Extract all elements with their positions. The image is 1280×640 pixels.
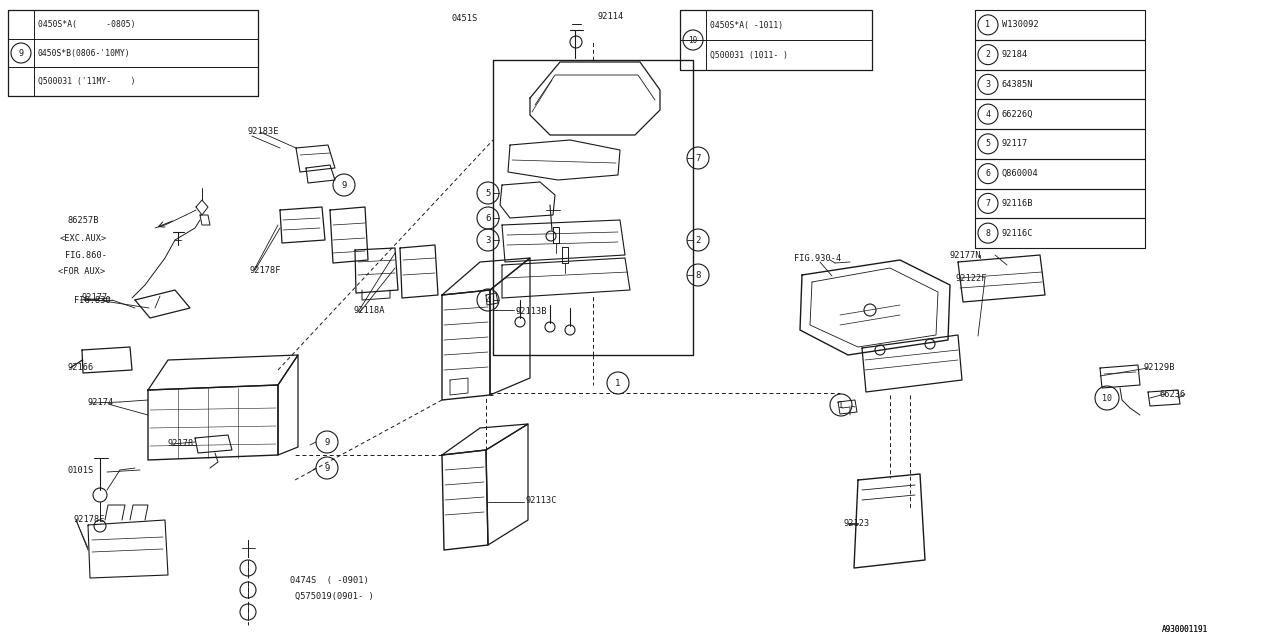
Text: 9: 9 [324,463,330,472]
Text: 92114: 92114 [596,12,623,20]
Text: 92178E: 92178E [74,515,105,524]
Text: 0450S*A(      -0805): 0450S*A( -0805) [38,20,136,29]
Text: 6: 6 [485,214,490,223]
Text: 92118A: 92118A [353,305,384,314]
Text: 1: 1 [616,378,621,387]
Text: 66236: 66236 [1160,390,1187,399]
Text: FIG.860-: FIG.860- [65,250,108,259]
Text: 66226Q: 66226Q [1002,109,1033,118]
Text: 0451S: 0451S [452,13,479,22]
Text: 9: 9 [324,438,330,447]
Text: Q575019(0901- ): Q575019(0901- ) [294,591,374,600]
Text: 3: 3 [986,80,991,89]
Text: Q500031 ('11MY-    ): Q500031 ('11MY- ) [38,77,136,86]
Text: 86257B: 86257B [68,216,100,225]
Text: A930001191: A930001191 [1162,625,1208,634]
Text: 92184: 92184 [1002,50,1028,59]
Text: 92123: 92123 [844,518,870,527]
Text: 9: 9 [18,49,23,58]
Text: 92113B: 92113B [515,307,547,316]
Text: 7: 7 [695,154,700,163]
Text: 2: 2 [695,236,700,244]
Text: 1: 1 [986,20,991,29]
Text: 92178F: 92178F [250,266,282,275]
Text: 92129B: 92129B [1143,362,1175,371]
Text: 7: 7 [986,199,991,208]
Text: FIG.830: FIG.830 [74,296,111,305]
Text: Q500031 (1011- ): Q500031 (1011- ) [710,51,788,60]
Text: <EXC.AUX>: <EXC.AUX> [60,234,108,243]
Text: W130092: W130092 [1002,20,1039,29]
Text: 2: 2 [986,50,991,59]
Text: 10: 10 [1102,394,1112,403]
Text: 9: 9 [342,180,347,189]
Text: 3: 3 [485,236,490,244]
Text: 10: 10 [689,35,698,45]
Text: FIG.930-4: FIG.930-4 [794,253,841,262]
Text: 92116B: 92116B [1002,199,1033,208]
Text: 4: 4 [485,296,490,305]
Text: 0450S*B(0806-'10MY): 0450S*B(0806-'10MY) [38,49,131,58]
Text: 5: 5 [485,189,490,198]
Text: 4: 4 [986,109,991,118]
Text: 92116C: 92116C [1002,228,1033,237]
Text: 92183E: 92183E [248,127,279,136]
Text: 8: 8 [986,228,991,237]
Text: A930001191: A930001191 [1162,625,1208,634]
Text: 92117: 92117 [1002,140,1028,148]
Text: Q860004: Q860004 [1002,169,1039,178]
Text: 92113C: 92113C [525,495,557,504]
Text: 92177: 92177 [82,292,109,301]
Text: 0450S*A( -1011): 0450S*A( -1011) [710,20,783,29]
Text: 64385N: 64385N [1002,80,1033,89]
Text: 0474S  ( -0901): 0474S ( -0901) [291,575,369,584]
Text: 0101S: 0101S [68,465,95,474]
Text: 6: 6 [986,169,991,178]
Text: <FOR AUX>: <FOR AUX> [58,266,105,275]
Text: 5: 5 [986,140,991,148]
Text: 1: 1 [838,401,844,410]
Text: 92178: 92178 [168,438,195,447]
Text: 92122F: 92122F [956,273,987,282]
Text: 92177N: 92177N [950,250,982,259]
Text: 8: 8 [695,271,700,280]
Text: 92174: 92174 [87,397,113,406]
Text: 92166: 92166 [68,362,95,371]
